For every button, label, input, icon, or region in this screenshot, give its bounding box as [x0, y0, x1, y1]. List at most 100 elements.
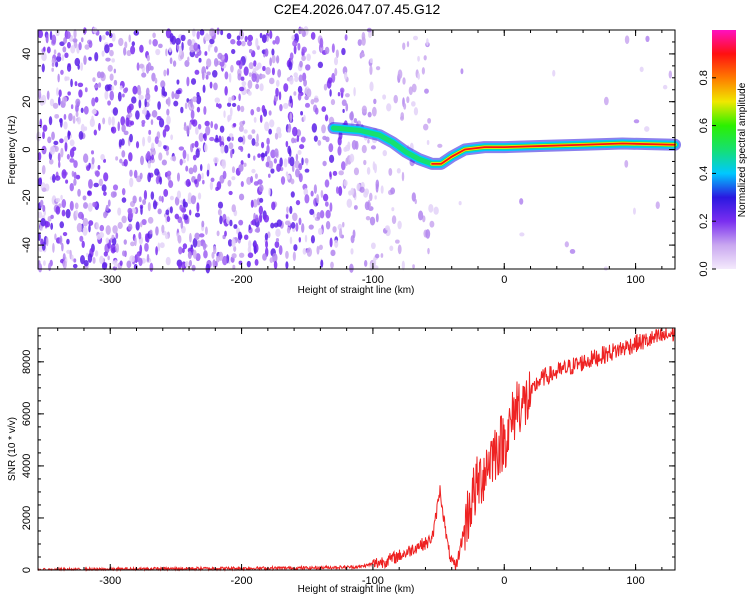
spectrogram-speckle-dot [564, 241, 569, 248]
spectrogram-speckle-dot [122, 93, 125, 98]
spectrogram-speckle-dot [247, 90, 252, 96]
spectrogram-speckle-dot [369, 81, 374, 92]
spectrogram-speckle-dot [61, 242, 64, 252]
spectrogram-speckle-dot [366, 166, 371, 175]
spectrogram-speckle-dot [117, 91, 122, 102]
spectrogram-speckle-dot [382, 94, 387, 100]
spectrogram-speckle-dot [260, 152, 266, 158]
spectrogram-speckle-dot [121, 197, 127, 203]
spectrogram-speckle-dot [135, 221, 140, 231]
spectrogram-speckle-dot [161, 159, 167, 166]
spectrogram-speckle-dot [199, 164, 203, 172]
spectrogram-speckle-dot [141, 218, 147, 226]
spectrogram-speckle-dot [397, 69, 403, 80]
spectrogram-speckle-dot [61, 169, 67, 179]
spectrogram-speckle-dot [48, 262, 52, 272]
spectrogram-speckle-dot [189, 44, 195, 53]
y-tick-label: 6000 [21, 402, 33, 426]
spectrogram-speckle-dot [289, 52, 294, 60]
spectrogram-speckle-dot [279, 104, 283, 112]
spectrogram-speckle-dot [204, 51, 208, 56]
spectrogram-speckle-dot [272, 252, 278, 263]
spectrogram-speckle-dot [204, 143, 208, 153]
spectrogram-speckle-dot [266, 137, 270, 145]
spectrogram-speckle-dot [145, 87, 150, 96]
spectrogram-speckle-dot [396, 168, 401, 174]
spectrogram-speckle-dot [117, 121, 120, 132]
spectrogram-speckle-dot [187, 251, 192, 260]
colorbar-gradient [712, 30, 736, 269]
spectrogram-speckle-dot [317, 140, 322, 146]
spectrogram-speckle-dot [231, 253, 237, 259]
spectrogram-speckle-dot [91, 97, 96, 107]
spectrogram-speckle-dot [62, 260, 67, 269]
spectrogram-speckle-dot [357, 39, 362, 47]
spectrogram-speckle-dot [218, 251, 224, 261]
spectrogram-speckle-dot [139, 44, 144, 53]
spectrogram-speckle-dot [417, 55, 420, 62]
spectrogram-speckle-dot [367, 138, 370, 144]
spectrogram-speckle-dot [126, 260, 132, 269]
spectrogram-speckle-dot [209, 81, 213, 89]
spectrogram-speckle-dot [94, 51, 99, 62]
spectrogram-speckle-dot [277, 69, 282, 78]
spectrogram-speckle-dot [149, 262, 154, 273]
spectrogram-speckle-dot [369, 192, 373, 202]
spectrogram-speckle-dot [147, 160, 151, 169]
spectrogram-speckle-dot [238, 163, 244, 172]
spectrogram-speckle-dot [118, 37, 124, 47]
spectrogram-speckle-dot [389, 245, 394, 251]
spectrogram-speckle-dot [37, 29, 44, 39]
spectrogram-speckle-dot [107, 100, 111, 106]
spectrogram-speckle-dot [192, 96, 197, 103]
spectrogram-speckle-dot [166, 170, 172, 177]
spectrogram-speckle-dot [275, 35, 280, 45]
spectrogram-speckle-dot [53, 49, 57, 55]
spectrogram-speckle-dot [370, 145, 376, 150]
spectrogram-speckle-dot [257, 62, 262, 69]
spectrogram-speckle-dot [318, 227, 323, 235]
spectrogram-speckle-dot [247, 79, 253, 89]
spectrogram-speckle-dot [88, 224, 91, 233]
spectrogram-speckle-dot [78, 42, 82, 51]
spectrogram-speckle-dot [83, 153, 89, 164]
spectrogram-speckle-dot [188, 121, 192, 130]
spectrogram-speckle-dot [40, 218, 46, 227]
spectrogram-speckle-dot [179, 204, 183, 211]
spectrogram-speckle-dot [224, 71, 229, 80]
spectrogram-speckle-dot [138, 99, 142, 109]
spectrogram-speckle-dot [168, 180, 174, 188]
spectrogram-speckle-dot [321, 106, 327, 113]
spectrogram-speckle-dot [51, 67, 54, 72]
spectrogram-speckle-dot [265, 67, 271, 75]
spectrogram-speckle-dot [138, 196, 142, 203]
spectrogram-speckle-dot [226, 32, 232, 40]
spectrogram-speckle-dot [66, 153, 70, 160]
spectrogram-speckle-dot [278, 245, 283, 255]
spectrogram-speckle-dot [191, 142, 195, 148]
spectrogram-speckle-dot [178, 45, 182, 56]
spectrogram-speckle-dot [338, 186, 343, 197]
spectrogram-speckle-dot [184, 260, 190, 268]
spectrogram-speckle-dot [166, 68, 170, 76]
spectrogram-speckle-dot [37, 232, 41, 241]
spectrogram-speckle-dot [77, 116, 81, 125]
spectrogram-speckle-dot [275, 238, 280, 243]
spectrogram-speckle-dot [161, 195, 164, 203]
spectrogram-speckle-dot [176, 79, 180, 85]
spectrogram-speckle-dot [373, 98, 377, 105]
spectrogram-speckle-dot [98, 82, 102, 88]
spectrogram-speckle-dot [93, 182, 99, 188]
spectrogram-speckle-dot [57, 152, 61, 163]
y-tick-label: 20 [21, 96, 33, 108]
spectrogram-speckle-dot [169, 195, 174, 201]
spectrogram-speckle-dot [190, 195, 197, 205]
spectrogram-speckle-dot [375, 213, 379, 223]
spectrogram-speckle-dot [227, 114, 232, 121]
colorbar-label: Normalized spectral amplitude [737, 82, 748, 217]
spectrogram-speckle-dot [69, 158, 75, 163]
spectrogram-speckle-dot [214, 46, 218, 53]
spectrogram-speckle-dot [423, 55, 427, 61]
spectrogram-speckle-dot [194, 212, 201, 218]
spectrogram-speckle-dot [105, 237, 110, 244]
